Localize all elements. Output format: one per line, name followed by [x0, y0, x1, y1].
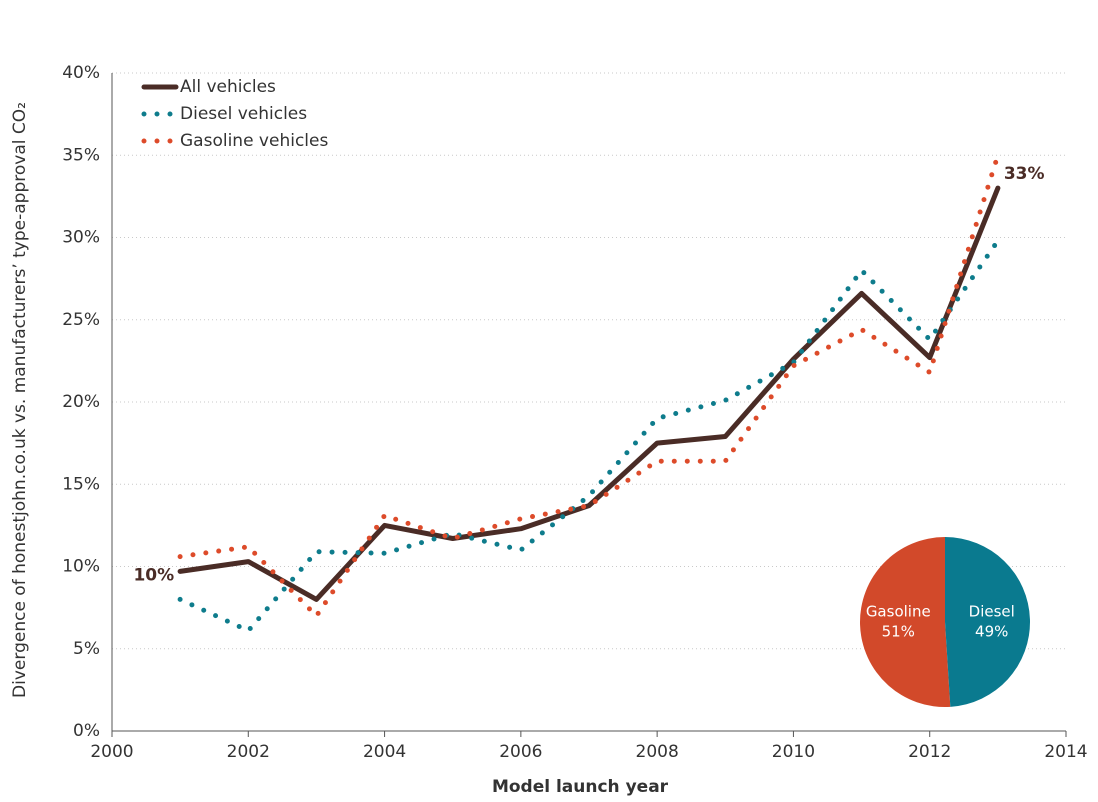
- data-label: 10%: [133, 565, 174, 585]
- y-tick-label: 30%: [62, 228, 100, 248]
- x-tick-label: 2000: [90, 742, 133, 762]
- y-tick-label: 20%: [62, 392, 100, 412]
- pie-value-label: 51%: [882, 623, 915, 641]
- series-line: [177, 238, 1001, 634]
- x-tick-label: 2014: [1044, 742, 1087, 762]
- legend-label: All vehicles: [180, 77, 276, 97]
- x-tick-label: 2010: [772, 742, 815, 762]
- series-line: [177, 152, 1001, 619]
- pie-value-label: 49%: [975, 623, 1008, 641]
- x-tick-label: 2008: [636, 742, 679, 762]
- y-tick-label: 40%: [62, 63, 100, 83]
- x-tick-label: 2004: [363, 742, 406, 762]
- series-line: [177, 185, 1001, 602]
- y-tick-label: 10%: [62, 557, 100, 577]
- legend-label: Gasoline vehicles: [180, 131, 328, 151]
- pie-slice: [860, 537, 951, 707]
- legend-label: Diesel vehicles: [180, 104, 307, 124]
- y-axis-title: Divergence of honestjohn.co.uk vs. manuf…: [10, 102, 30, 698]
- x-tick-label: 2012: [908, 742, 951, 762]
- y-tick-label: 35%: [62, 145, 100, 165]
- x-tick-label: 2006: [499, 742, 542, 762]
- x-axis-title: Model launch year: [492, 777, 669, 797]
- pie-category-label: Diesel: [969, 603, 1015, 621]
- y-tick-label: 0%: [73, 721, 100, 741]
- pie-category-label: Gasoline: [866, 603, 931, 621]
- x-tick-label: 2002: [227, 742, 270, 762]
- y-tick-label: 25%: [62, 310, 100, 330]
- data-label: 33%: [1004, 164, 1045, 184]
- y-tick-label: 5%: [73, 639, 100, 659]
- y-tick-label: 15%: [62, 474, 100, 494]
- pie-slice: [945, 537, 1031, 707]
